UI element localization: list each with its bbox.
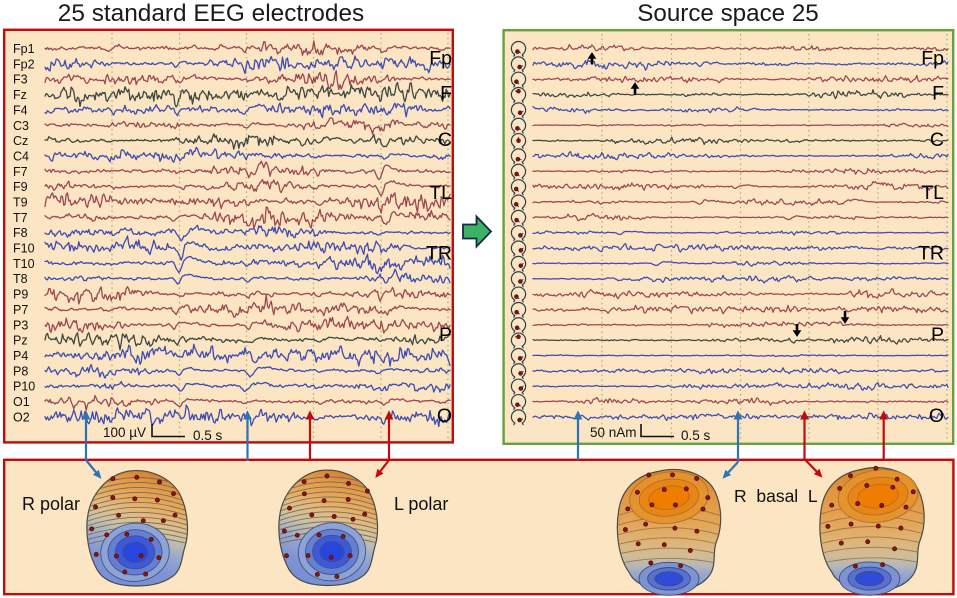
svg-text:P4: P4: [13, 349, 28, 363]
svg-text:TL: TL: [921, 182, 944, 204]
svg-text:TR: TR: [426, 243, 452, 265]
svg-text:C4: C4: [13, 149, 29, 163]
svg-text:P7: P7: [13, 303, 28, 317]
svg-text:F: F: [932, 83, 944, 105]
svg-text:C3: C3: [13, 119, 29, 133]
svg-text:Fp1: Fp1: [13, 42, 35, 56]
svg-text:Source space 25: Source space 25: [637, 0, 819, 27]
svg-text:C: C: [438, 129, 452, 151]
svg-text:F9: F9: [13, 180, 28, 194]
svg-text:25 standard EEG electrodes: 25 standard EEG electrodes: [58, 0, 364, 27]
svg-text:C: C: [930, 129, 944, 151]
svg-text:T8: T8: [13, 272, 28, 286]
svg-text:P8: P8: [13, 364, 28, 378]
svg-text:P: P: [439, 324, 452, 346]
svg-text:T10: T10: [13, 257, 35, 271]
svg-text:L polar: L polar: [394, 494, 448, 514]
svg-text:50 nAm: 50 nAm: [590, 425, 637, 440]
svg-text:F7: F7: [13, 165, 28, 179]
svg-text:Fz: Fz: [13, 88, 27, 102]
svg-text:F: F: [440, 83, 452, 105]
svg-text:O: O: [929, 405, 944, 427]
svg-text:Fp2: Fp2: [13, 57, 35, 71]
svg-text:F4: F4: [13, 103, 28, 117]
svg-text:Pz: Pz: [13, 334, 28, 348]
svg-text:F8: F8: [13, 226, 28, 240]
svg-text:Fp: Fp: [921, 48, 944, 70]
svg-text:R basal L: R basal L: [734, 486, 818, 506]
svg-text:Cz: Cz: [13, 134, 28, 148]
svg-text:F10: F10: [13, 242, 35, 256]
svg-text:100 µV: 100 µV: [103, 425, 146, 440]
svg-text:P9: P9: [13, 288, 28, 302]
svg-text:TL: TL: [429, 182, 452, 204]
svg-text:P10: P10: [13, 380, 35, 394]
svg-text:O: O: [437, 405, 452, 427]
svg-text:0.5 s: 0.5 s: [681, 428, 711, 443]
svg-text:T9: T9: [13, 196, 28, 210]
svg-text:F3: F3: [13, 73, 28, 87]
svg-text:O2: O2: [13, 410, 30, 424]
svg-text:T7: T7: [13, 211, 28, 225]
svg-text:R polar: R polar: [22, 494, 80, 514]
svg-text:0.5 s: 0.5 s: [193, 428, 223, 443]
svg-text:Fp: Fp: [429, 48, 452, 70]
svg-text:P: P: [931, 324, 944, 346]
svg-text:P3: P3: [13, 318, 28, 332]
svg-text:TR: TR: [918, 243, 944, 265]
svg-text:O1: O1: [13, 395, 30, 409]
